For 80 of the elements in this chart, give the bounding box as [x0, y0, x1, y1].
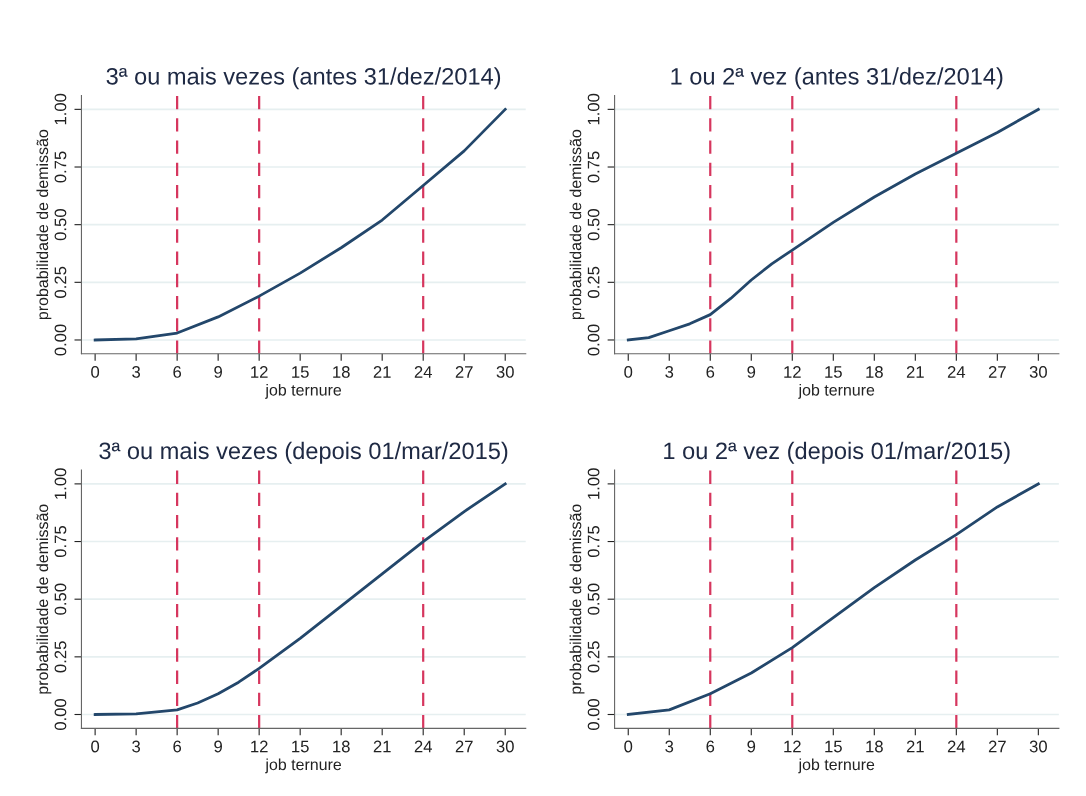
x-tick-label: 0 [91, 366, 100, 378]
x-tick-label: 9 [747, 740, 756, 753]
line-series [93, 107, 507, 342]
y-tick-label: 0.50 [54, 583, 67, 615]
y-tick-label: 0.25 [54, 266, 67, 298]
x-tick-label: 27 [455, 366, 473, 378]
x-tick-label: 6 [173, 740, 182, 753]
y-tick-label: 0.25 [587, 266, 600, 298]
chart-title: 3ª ou mais vezes (antes 31/dez/2014) [106, 67, 501, 90]
x-axis-title: job ternure [798, 383, 875, 399]
y-tick-label: 0.25 [54, 641, 67, 673]
x-tick-label: 21 [906, 740, 924, 753]
y-axis-title: probabilidade de demissão [36, 129, 52, 320]
y-tick-label: 1.00 [54, 93, 67, 125]
x-tick-label: 15 [825, 366, 842, 378]
y-tick-label: 0.00 [587, 324, 600, 356]
x-tick-label: 12 [784, 740, 801, 753]
line-series [626, 482, 1040, 716]
y-tick-label: 0.25 [587, 641, 600, 673]
y-tick-label: 1.00 [587, 468, 600, 499]
x-axis-title: job ternure [265, 758, 342, 774]
y-axis-title: probabilidade de demissão [569, 129, 585, 320]
x-tick-label: 18 [333, 366, 350, 378]
x-tick-label: 15 [825, 740, 842, 753]
x-tick-label: 9 [214, 366, 222, 378]
y-tick-label: 0.00 [587, 698, 600, 731]
x-tick-label: 24 [947, 740, 966, 753]
y-axis-title: probabilidade de demissão [569, 504, 585, 694]
x-axis-title: job ternure [265, 383, 342, 399]
x-axis-title: job ternure [798, 758, 875, 774]
x-tick-label: 12 [784, 366, 801, 378]
y-tick-label: 0.75 [587, 526, 600, 558]
line-series [626, 107, 1040, 342]
chart-title: 1 ou 2ª vez (antes 31/dez/2014) [671, 67, 1003, 90]
x-tick-label: 9 [214, 740, 222, 753]
x-tick-label: 15 [292, 366, 309, 378]
x-tick-label: 24 [414, 740, 432, 753]
x-tick-label: 24 [414, 366, 432, 378]
x-tick-label: 6 [173, 366, 182, 378]
x-tick-label: 3 [132, 366, 141, 378]
x-tick-label: 30 [496, 366, 514, 378]
y-tick-label: 0.00 [54, 698, 67, 731]
x-tick-label: 30 [1029, 366, 1047, 378]
y-tick-label: 0.75 [587, 151, 600, 183]
x-tick-label: 6 [706, 366, 715, 378]
y-tick-label: 1.00 [54, 468, 67, 499]
x-tick-label: 27 [988, 740, 1006, 753]
y-tick-label: 0.50 [587, 583, 600, 615]
y-tick-label: 0.50 [54, 209, 67, 241]
x-tick-label: 21 [373, 366, 391, 378]
x-tick-label: 0 [91, 740, 100, 753]
x-tick-label: 27 [988, 366, 1006, 378]
x-tick-label: 3 [132, 740, 141, 753]
y-axis-title: probabilidade de demissão [36, 504, 52, 694]
y-tick-label: 1.00 [587, 93, 600, 125]
x-tick-label: 3 [665, 740, 674, 753]
x-tick-label: 12 [251, 740, 268, 753]
x-tick-label: 0 [624, 740, 633, 753]
x-tick-label: 3 [665, 366, 674, 378]
x-tick-label: 12 [251, 366, 268, 378]
x-tick-label: 0 [624, 366, 633, 378]
x-tick-label: 21 [906, 366, 924, 378]
x-tick-label: 15 [292, 740, 309, 753]
x-tick-label: 18 [866, 366, 883, 378]
y-tick-label: 0.00 [54, 324, 67, 356]
x-tick-label: 18 [333, 740, 350, 753]
y-tick-label: 0.75 [54, 526, 67, 558]
chart-title: 1 ou 2ª vez (depois 01/mar/2015) [664, 441, 1010, 464]
x-tick-label: 30 [1029, 740, 1047, 753]
x-tick-label: 9 [747, 366, 756, 378]
y-tick-label: 0.50 [587, 209, 600, 241]
chart-title: 3ª ou mais vezes (depois 01/mar/2015) [99, 441, 508, 464]
x-tick-label: 24 [947, 366, 966, 378]
x-tick-label: 21 [373, 740, 391, 753]
line-series [93, 482, 507, 716]
x-tick-label: 27 [455, 740, 473, 753]
y-tick-label: 0.75 [54, 151, 67, 183]
x-tick-label: 6 [706, 740, 715, 753]
x-tick-label: 30 [496, 740, 514, 753]
x-tick-label: 18 [866, 740, 883, 753]
